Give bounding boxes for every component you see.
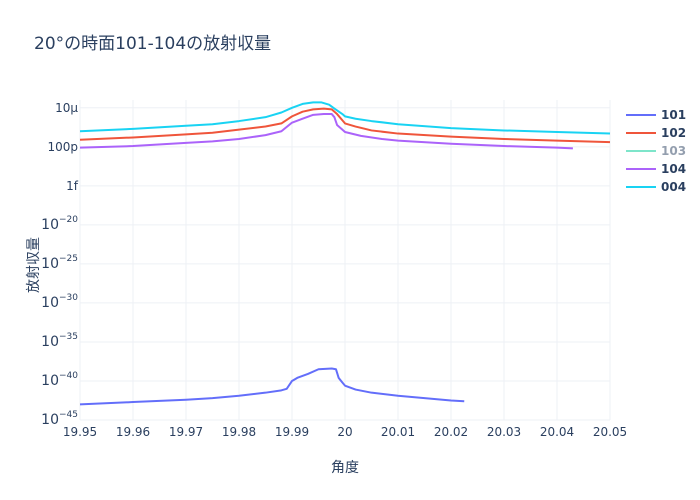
chart-title: 20°の時面101-104の放射収量 (34, 34, 271, 54)
legend-label: 102 (661, 126, 686, 140)
x-tick-label: 20.02 (434, 425, 468, 439)
x-axis-ticks: 19.95 19.96 19.97 19.98 19.99 20 20.01 20.02 20.… (63, 425, 627, 439)
series-line-004 (79, 101, 611, 135)
y-tick-exponent: −30 (59, 293, 78, 303)
y-tick-exponent: −35 (59, 332, 78, 342)
y-tick-label: 10−40 (41, 371, 78, 389)
x-tick-label: 19.98 (222, 425, 256, 439)
plot-area (79, 101, 611, 406)
y-axis-title: 放射収量 (26, 237, 42, 293)
y-tick-label: 1f (66, 179, 79, 193)
series-line-101 (79, 367, 465, 406)
y-tick-exponent: −40 (59, 371, 78, 381)
y-tick-base: 10 (41, 256, 59, 272)
y-tick-label: 10−45 (41, 410, 78, 428)
x-tick-label: 19.99 (275, 425, 309, 439)
grid (79, 100, 611, 421)
y-tick-label: 10−30 (41, 293, 78, 311)
y-tick-base: 10 (41, 217, 59, 233)
legend-label: 004 (661, 180, 686, 194)
legend-label: 103 (661, 144, 686, 158)
y-tick-label: 10−20 (41, 215, 78, 233)
legend-item-104[interactable]: 104 (626, 162, 686, 176)
y-tick-base: 10 (41, 334, 59, 350)
legend-item-101[interactable]: 101 (626, 108, 686, 122)
legend-label: 101 (661, 108, 686, 122)
y-tick-base: 10 (41, 373, 59, 389)
series-line-102 (79, 107, 611, 144)
legend-item-103[interactable]: 103 (626, 144, 686, 158)
y-tick-exponent: −25 (59, 254, 78, 264)
x-tick-label: 20.03 (487, 425, 521, 439)
y-tick-label: 10μ (55, 101, 78, 115)
x-tick-label: 20.04 (540, 425, 574, 439)
y-tick-exponent: −20 (59, 215, 78, 225)
y-tick-label: 100p (47, 140, 78, 154)
x-tick-label: 19.96 (116, 425, 150, 439)
x-tick-label: 20.05 (593, 425, 627, 439)
x-axis-title: 角度 (331, 460, 359, 476)
series-line-104 (79, 113, 573, 150)
x-tick-label: 19.95 (63, 425, 97, 439)
x-tick-label: 20.01 (381, 425, 415, 439)
y-tick-label: 10−35 (41, 332, 78, 350)
x-tick-label: 20 (337, 425, 352, 439)
legend-item-004[interactable]: 004 (626, 180, 686, 194)
y-tick-label: 10−25 (41, 254, 78, 272)
legend[interactable]: 101 102 103 104 004 (626, 108, 686, 194)
y-tick-base: 10 (41, 295, 59, 311)
legend-item-102[interactable]: 102 (626, 126, 686, 140)
y-tick-base: 10 (41, 412, 59, 428)
legend-label: 104 (661, 162, 686, 176)
x-tick-label: 19.97 (169, 425, 203, 439)
y-tick-exponent: −45 (59, 410, 78, 420)
